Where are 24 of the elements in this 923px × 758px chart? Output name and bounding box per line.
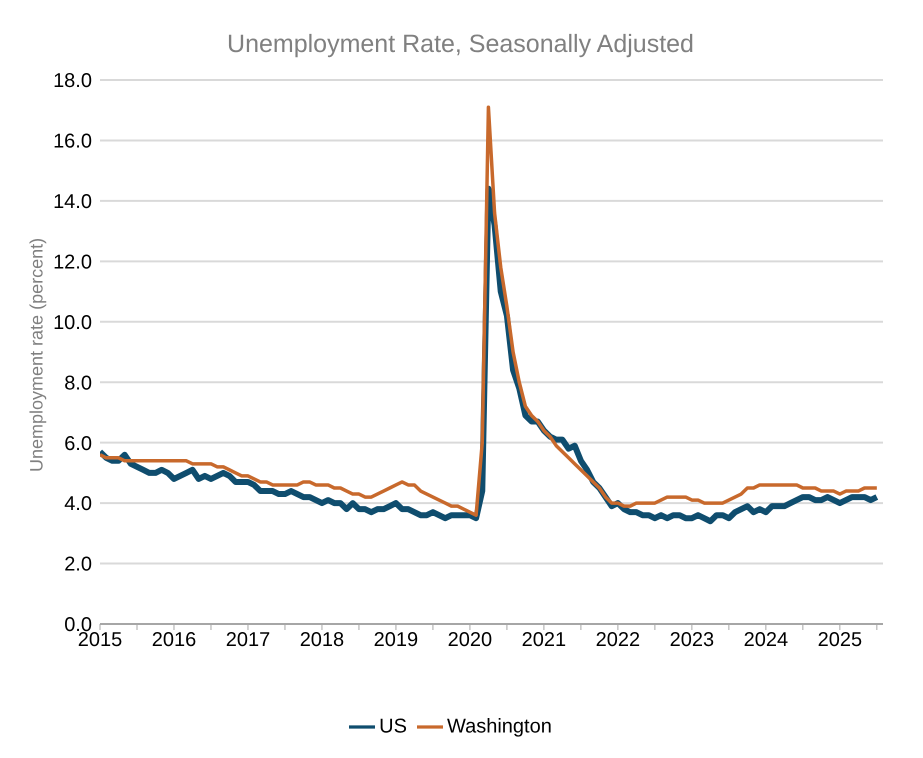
y-axis-title: Unemployment rate (percent) bbox=[26, 238, 46, 472]
y-tick-label: 8.0 bbox=[64, 372, 92, 394]
y-tick-label: 2.0 bbox=[64, 554, 92, 576]
x-tick-label: 2023 bbox=[670, 629, 714, 652]
x-tick-label: 2018 bbox=[300, 629, 344, 652]
y-tick-label: 10.0 bbox=[53, 312, 92, 334]
chart-title: Unemployment Rate, Seasonally Adjusted bbox=[226, 29, 695, 60]
y-tick-label: 16.0 bbox=[53, 130, 92, 153]
legend-label: US bbox=[379, 715, 407, 738]
x-tick-label: 2020 bbox=[448, 629, 492, 652]
x-tick-label: 2017 bbox=[226, 629, 270, 652]
y-tick-label: 14.0 bbox=[53, 190, 92, 213]
y-tick-label: 6.0 bbox=[64, 432, 92, 455]
x-tick-label: 2022 bbox=[596, 629, 640, 652]
x-tick-label: 2024 bbox=[744, 629, 788, 652]
y-tick-label: 18.0 bbox=[53, 70, 92, 92]
y-tick-label: 12.0 bbox=[53, 251, 92, 274]
x-tick-label: 2021 bbox=[522, 629, 566, 652]
y-tick-label: 4.0 bbox=[64, 493, 92, 516]
x-tick-label: 2019 bbox=[374, 629, 418, 652]
legend-label: Washington bbox=[446, 715, 552, 738]
x-tick-label: 2016 bbox=[152, 629, 196, 652]
x-tick-label: 2025 bbox=[818, 629, 862, 652]
line-series bbox=[100, 105, 879, 517]
